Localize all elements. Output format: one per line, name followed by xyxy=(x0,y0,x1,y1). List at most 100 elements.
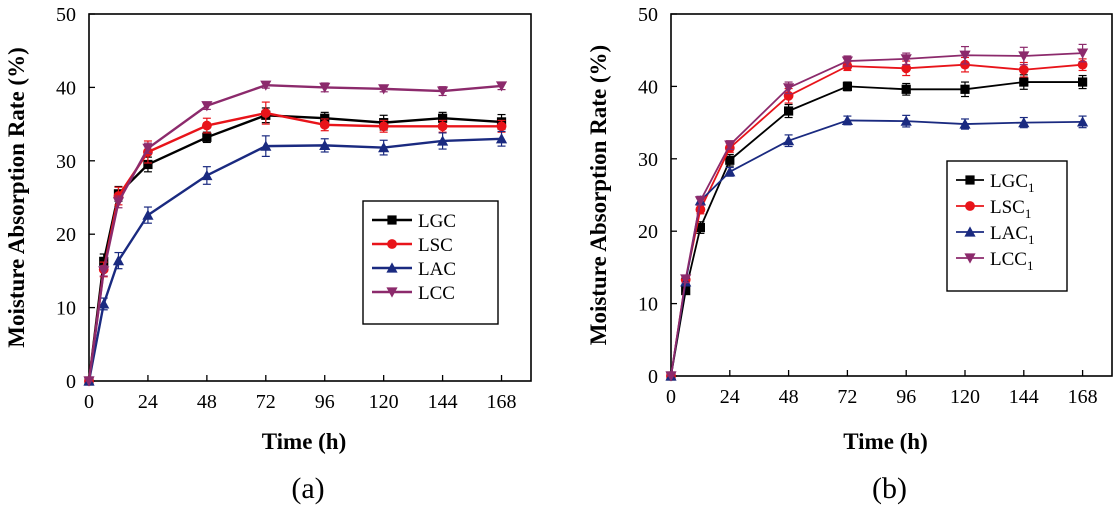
chart-a-data-point xyxy=(260,108,271,118)
chart-a-x-tick-label: 72 xyxy=(256,391,276,413)
chart-b-y-tick-label: 30 xyxy=(638,149,658,171)
chart-a-data-point xyxy=(495,133,508,144)
chart-a-data-point xyxy=(260,80,272,91)
chart-a-data-point xyxy=(112,197,125,208)
chart-a-data-point xyxy=(201,120,212,131)
chart-a-series-lac xyxy=(83,130,508,386)
chart-a-data-point xyxy=(83,376,95,387)
chart-b-y-tick-label: 50 xyxy=(638,4,658,26)
chart-b-legend-label: LGC1 xyxy=(990,171,1035,195)
chart-b-data-point xyxy=(665,371,677,382)
chart-b-data-point xyxy=(783,135,795,146)
chart-b-data-point xyxy=(960,84,970,94)
chart-a-data-point xyxy=(437,121,448,132)
chart-a-data-point xyxy=(260,140,272,151)
chart-a-series-line xyxy=(87,137,502,382)
chart-a-data-point xyxy=(99,256,109,266)
chart-b-x-tick-label: 48 xyxy=(779,386,799,408)
chart-b-legend-subscript: 1 xyxy=(1027,258,1034,273)
chart-b-data-point xyxy=(842,81,852,91)
chart-a-y-tick-label: 20 xyxy=(56,224,76,246)
chart-a-data-point xyxy=(143,159,153,170)
chart-a-y-tick-label: 10 xyxy=(56,298,76,320)
chart-a-legend-label: LGC xyxy=(418,211,456,232)
chart-b-panel-label: (b) xyxy=(872,472,907,505)
chart-b-data-point xyxy=(724,166,736,177)
chart-a-plot-frame xyxy=(88,13,532,382)
chart-a-x-tick-label: 48 xyxy=(197,391,217,413)
chart-b-y-tick-label: 40 xyxy=(638,76,658,98)
chart-a-panel-label: (a) xyxy=(291,472,324,505)
chart-b-data-point xyxy=(1018,117,1030,128)
chart-a-x-axis-label: Time (h) xyxy=(262,429,347,454)
chart-b-x-tick-label: 0 xyxy=(666,386,676,408)
chart-b-legend-swatch-marker xyxy=(964,253,976,264)
chart-b-data-point xyxy=(1018,64,1029,75)
chart-a-series-line xyxy=(87,83,502,382)
chart-b-x-tick-label: 24 xyxy=(720,386,740,408)
chart-b-legend-subscript: 1 xyxy=(1028,232,1035,247)
chart-b-legend-label: LAC1 xyxy=(990,223,1035,247)
chart-a-legend-label: LCC xyxy=(418,283,455,304)
chart-b-data-point xyxy=(959,50,971,61)
chart-a-legend-swatch-marker xyxy=(386,262,398,273)
chart-a-data-point xyxy=(142,143,154,154)
chart-b-data-point xyxy=(1077,116,1089,127)
chart-a-data-point xyxy=(438,113,448,123)
chart-a-data-point xyxy=(378,141,390,153)
chart-b-x-tick-label: 168 xyxy=(1068,386,1098,408)
chart-b-y-tick-label: 0 xyxy=(648,366,658,388)
chart-b-legend-swatch-marker xyxy=(964,226,976,237)
chart-a-x-tick-label: 168 xyxy=(487,391,517,413)
chart-b-data-point xyxy=(725,155,735,165)
chart-b-y-axis-label: Moisture Absorption Rate (%) xyxy=(586,45,611,345)
chart-b-legend-swatch-marker xyxy=(965,175,975,185)
chart-b-y-tick-label: 20 xyxy=(638,221,658,243)
chart-a-data-point xyxy=(202,132,212,142)
chart-b-data-point xyxy=(783,83,795,94)
chart-a-data-point xyxy=(437,135,449,146)
chart-a-x-tick-label: 120 xyxy=(369,391,399,413)
chart-b-data-point xyxy=(724,140,736,151)
chart-b-data-point xyxy=(681,285,691,296)
chart-b-x-tick-label: 120 xyxy=(950,386,980,408)
chart-b: 0 24 48 72 96 120 144 168 0 10 20 30 40 50 Time (h) Moi… xyxy=(586,4,1113,505)
chart-b-data-point xyxy=(1078,77,1088,87)
chart-b-data-point xyxy=(841,114,853,126)
chart-a-data-point xyxy=(320,113,330,123)
chart-b-data-point xyxy=(1018,51,1030,62)
chart-b-series-line xyxy=(670,81,1083,377)
chart-b-data-point xyxy=(1019,77,1029,87)
chart-a-data-point xyxy=(437,86,449,97)
chart-a-y-tick-label: 50 xyxy=(56,4,76,26)
chart-a-data-point xyxy=(142,209,154,220)
chart-a-series-lcc xyxy=(83,80,508,387)
chart-a-legend-swatch-marker xyxy=(387,239,397,249)
chart-b-data-point xyxy=(694,196,706,207)
chart-b-x-tick-label: 72 xyxy=(837,386,857,408)
chart-a-y-axis-label: Moisture Absorption Rate (%) xyxy=(4,47,29,347)
chart-b-data-point xyxy=(680,274,692,285)
chart-a-x-tick-label: 0 xyxy=(84,391,94,413)
chart-b-data-point xyxy=(1077,48,1089,59)
chart-a-legend-box xyxy=(362,200,499,325)
chart-b-plot-frame xyxy=(670,13,1113,377)
chart-b-data-point xyxy=(784,106,794,116)
chart-b-data-point xyxy=(901,63,912,74)
chart-b-data-point xyxy=(901,84,911,94)
chart-a-data-point xyxy=(378,84,390,95)
chart-a-data-point xyxy=(201,101,213,112)
chart-b-data-point xyxy=(695,222,705,233)
chart-a-data-point xyxy=(319,119,330,130)
chart-a-data-point xyxy=(495,81,508,92)
chart-a-data-point xyxy=(319,82,331,93)
chart-a-legend-swatch-marker xyxy=(386,287,398,298)
chart-a-y-tick-label: 40 xyxy=(56,77,76,99)
chart-a-legend-label: LSC xyxy=(418,235,453,256)
chart-b-series-line xyxy=(670,52,1083,377)
chart-b-x-axis-label: Time (h) xyxy=(843,429,928,454)
chart-a-x-tick-label: 24 xyxy=(138,391,158,413)
chart-a-y-tick-label: 0 xyxy=(66,371,76,393)
